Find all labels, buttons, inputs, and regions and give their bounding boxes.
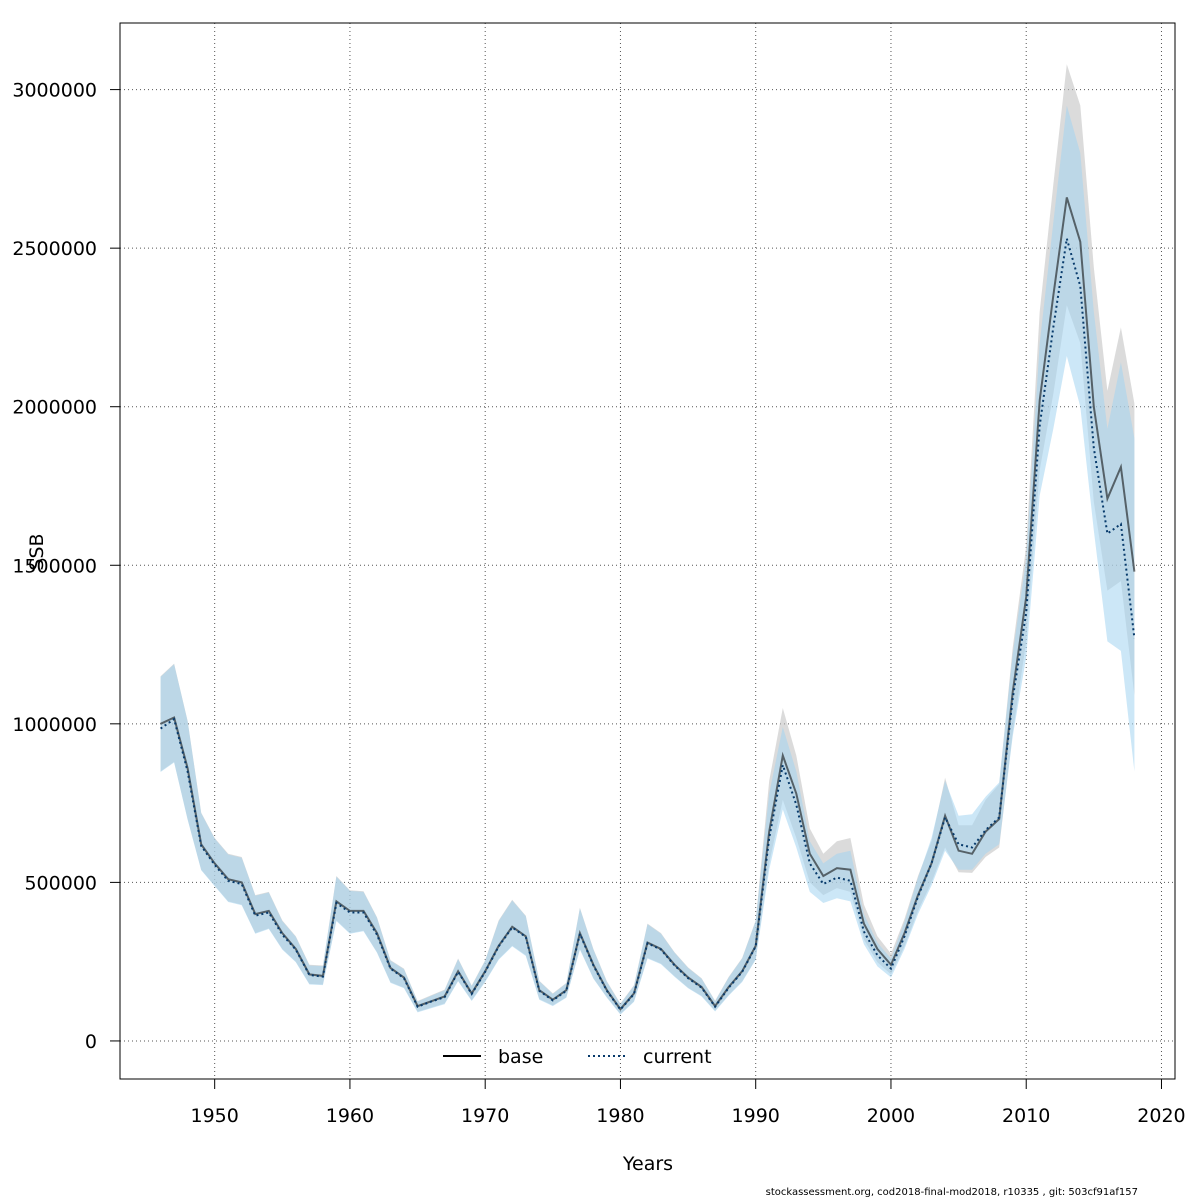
y-axis-title: SSB — [26, 533, 48, 570]
confidence-bands — [160, 64, 1135, 1015]
x-tick-label: 1990 — [732, 1105, 780, 1127]
legend-label-current: current — [643, 1046, 712, 1068]
x-tick-label: 2010 — [1002, 1105, 1050, 1127]
x-tick-label: 2000 — [867, 1105, 915, 1127]
y-tick-label: 1000000 — [12, 714, 97, 736]
y-tick-label: 2000000 — [12, 397, 97, 419]
y-tick-label: 0 — [85, 1031, 97, 1053]
x-tick-label: 1960 — [326, 1105, 374, 1127]
y-tick-label: 1500000 — [12, 555, 97, 577]
y-tick-label: 500000 — [24, 872, 97, 894]
x-tick-label: 2020 — [1137, 1105, 1185, 1127]
band-current — [160, 105, 1135, 1015]
y-axis: 0 500000 1000000 1500000 2000000 2500000 30000… — [12, 80, 121, 1053]
footer-credit: stockassessment.org, cod2018-final-mod20… — [765, 1187, 1138, 1198]
grid — [120, 23, 1175, 1079]
x-tick-label: 1980 — [596, 1105, 644, 1127]
line-current — [160, 238, 1136, 1012]
y-tick-label: 3000000 — [12, 80, 97, 102]
x-tick-label: 1970 — [461, 1105, 509, 1127]
x-tick-label: 1950 — [190, 1105, 238, 1127]
legend-label-base: base — [498, 1046, 543, 1068]
band-base — [160, 64, 1135, 1014]
series-lines — [160, 197, 1136, 1012]
y-tick-label: 2500000 — [12, 238, 97, 260]
legend: base current — [443, 1046, 712, 1068]
x-axis-title: Years — [622, 1153, 673, 1175]
line-base — [160, 197, 1136, 1011]
x-axis: 1950 1960 1970 1980 1990 2000 2010 2020 — [190, 1078, 1186, 1127]
